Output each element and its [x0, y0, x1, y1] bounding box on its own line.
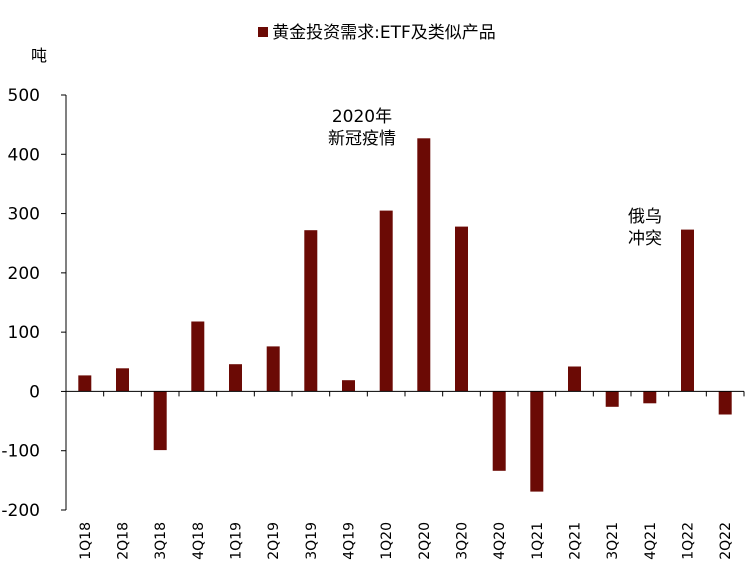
x-tick-label: 2Q19	[266, 522, 282, 560]
y-tick-label: 0	[29, 382, 40, 402]
x-tick-label: 1Q22	[681, 522, 697, 560]
x-tick-label: 3Q19	[304, 522, 320, 560]
x-tick-label: 3Q20	[455, 522, 471, 560]
x-tick-label: 1Q18	[78, 522, 94, 560]
bar-3Q21	[605, 391, 619, 407]
bar-2Q19	[266, 346, 280, 392]
legend-label: 黄金投资需求:ETF及类似产品	[272, 23, 496, 43]
x-tick-label: 4Q21	[643, 522, 659, 560]
bar-3Q19	[304, 230, 318, 392]
annotation-covid-line-2: 新冠疫情	[328, 129, 396, 149]
bar-2Q18	[116, 368, 129, 392]
bar-2Q21	[568, 366, 581, 392]
x-tick-label: 4Q20	[492, 522, 508, 560]
bar-4Q19	[342, 380, 355, 392]
bar-1Q21	[530, 391, 544, 492]
bar-1Q18	[78, 375, 92, 392]
x-tick-label: 1Q21	[530, 522, 546, 560]
legend-swatch	[258, 27, 269, 37]
x-tick-label: 3Q18	[153, 522, 169, 560]
annotation-russia-ukraine-line-2: 冲突	[628, 229, 662, 249]
bar-1Q19	[229, 364, 242, 392]
bar-3Q18	[153, 391, 167, 451]
bar-1Q20	[379, 210, 393, 392]
annotation-russia-ukraine-line-1: 俄乌	[628, 207, 662, 227]
bar-3Q20	[455, 226, 468, 392]
y-tick-label: -100	[1, 442, 40, 462]
y-axis-unit-label: 吨	[31, 46, 48, 65]
annotation-russia-ukraine: 俄乌 冲突	[620, 206, 670, 250]
annotation-covid: 2020年 新冠疫情	[318, 106, 406, 150]
y-tick-label: 500	[8, 86, 40, 106]
x-tick-label: 3Q21	[605, 522, 621, 560]
bar-2Q20	[417, 138, 431, 392]
x-tick-label: 4Q19	[342, 522, 358, 560]
bar-4Q20	[492, 391, 506, 471]
y-tick-label: 300	[8, 205, 40, 225]
annotation-covid-line-1: 2020年	[331, 107, 393, 127]
x-tick-label: 2Q18	[116, 522, 132, 560]
x-tick-label: 2Q22	[718, 522, 734, 560]
x-tick-label: 4Q18	[191, 522, 207, 560]
x-tick-label: 1Q19	[229, 522, 245, 560]
bar-2Q22	[718, 391, 732, 415]
x-tick-label: 1Q20	[379, 522, 395, 560]
bar-4Q21	[643, 391, 657, 404]
x-tick-label: 2Q21	[568, 522, 584, 560]
bar-1Q22	[681, 229, 694, 392]
y-tick-label: 400	[8, 145, 40, 165]
x-tick-label: 2Q20	[417, 522, 433, 560]
y-tick-label: 200	[8, 264, 40, 284]
y-tick-label: 100	[8, 323, 40, 343]
y-tick-label: -200	[1, 501, 40, 521]
chart-legend: 黄金投资需求:ETF及类似产品	[0, 22, 754, 44]
bar-4Q18	[191, 321, 205, 392]
